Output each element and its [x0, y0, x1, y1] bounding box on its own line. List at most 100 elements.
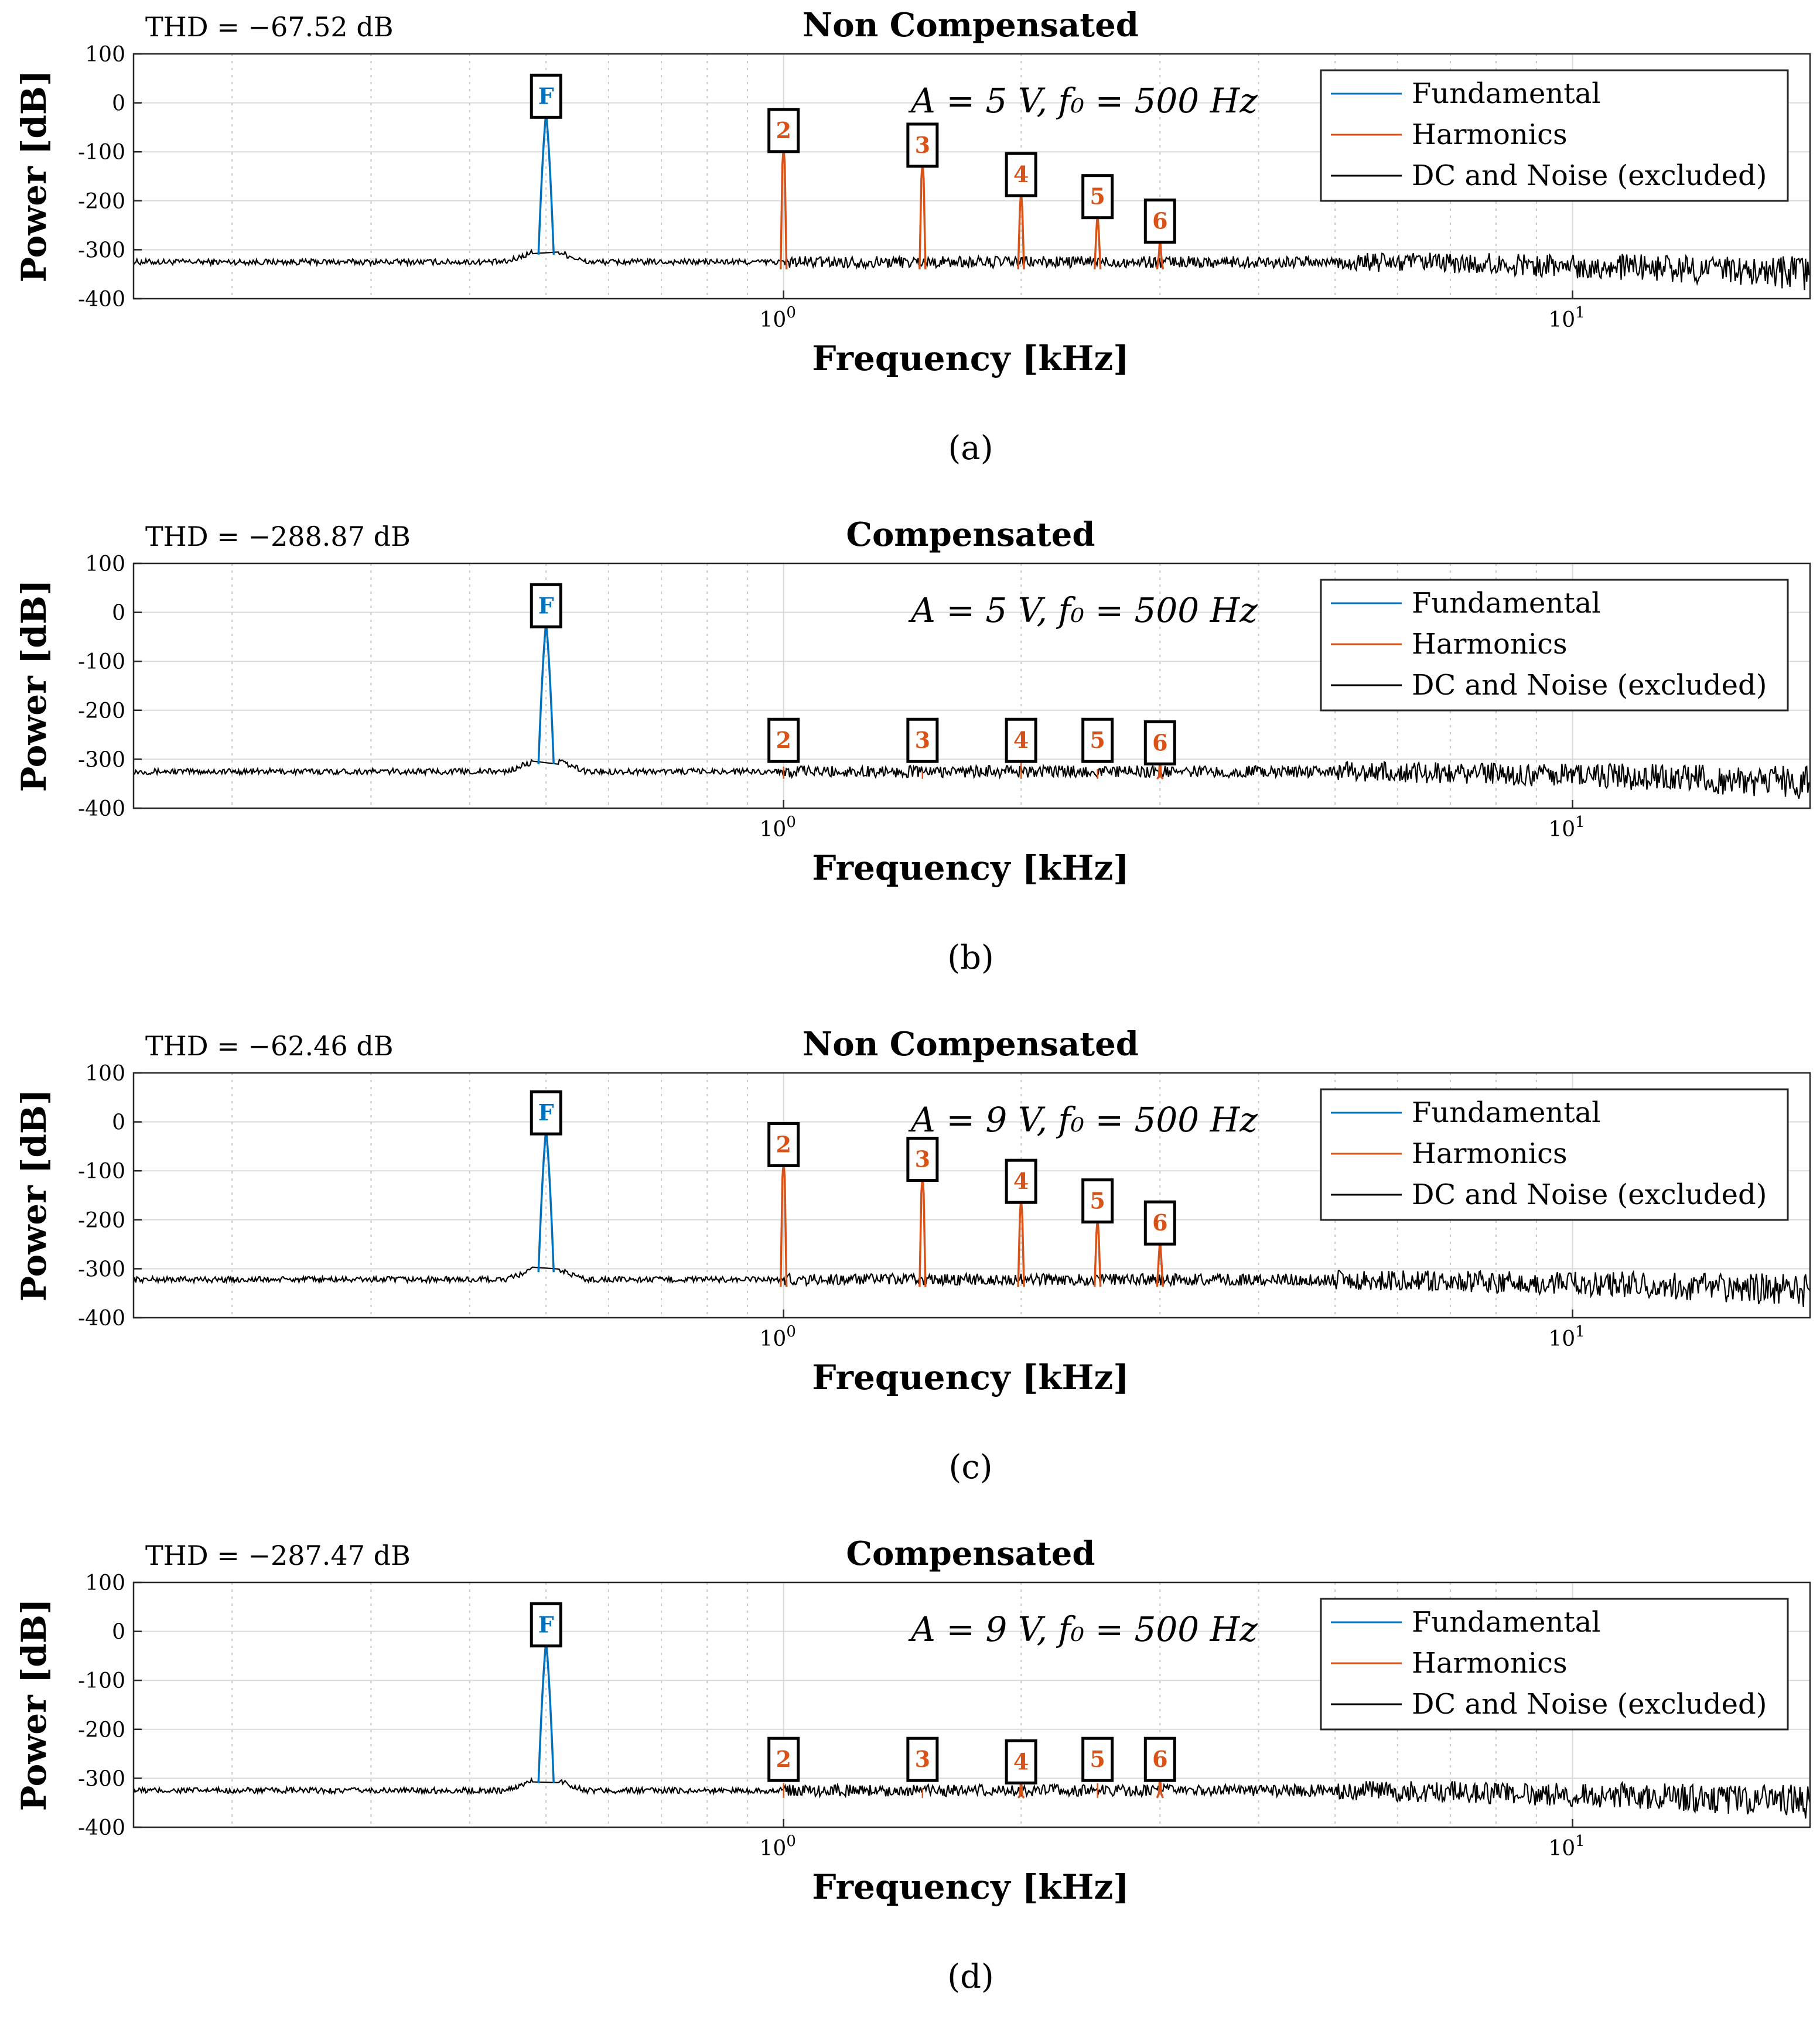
harmonic-6-box [1143, 1736, 1176, 1782]
panel-caption: (b) [947, 939, 994, 977]
x-axis-label: Frequency [kHz] [812, 1867, 1129, 1907]
thd-label: THD = −288.87 dB [145, 521, 411, 552]
x-axis-label: Frequency [kHz] [812, 848, 1129, 888]
y-tick-label: -300 [78, 1767, 125, 1791]
legend-entry: Harmonics [1412, 1137, 1568, 1170]
noise-trace [132, 1266, 1811, 1307]
y-tick-label: -100 [78, 1160, 125, 1184]
x-tick-base: 10 [760, 818, 787, 842]
axes-box [132, 53, 1811, 300]
y-axis-label: Power [dB] [14, 1089, 54, 1302]
legend-entry: DC and Noise (excluded) [1412, 669, 1767, 702]
harmonic-6-box [1143, 1200, 1176, 1246]
harmonic-3-box [906, 122, 939, 168]
fundamental-peak [537, 622, 555, 764]
y-axis-label: Power [dB] [14, 580, 54, 792]
x-tick-exp: 1 [1575, 1323, 1585, 1341]
signal-annotation: A = 9 V, f₀ = 500 Hz [908, 1609, 1258, 1649]
y-tick-label: 0 [112, 1111, 125, 1135]
panel-caption: (a) [948, 429, 993, 467]
harmonic-4-box [1005, 1739, 1037, 1784]
signal-annotation: A = 5 V, f₀ = 500 Hz [908, 81, 1258, 121]
panel-d: F 2 3 4 5 6 100 0 -100 -200 -300 -400 100 101 THD = −2… [0, 1529, 1820, 2038]
y-tick-label: -200 [78, 699, 125, 723]
harmonic-4-label: 4 [1013, 1748, 1029, 1775]
fundamental-peak [537, 112, 555, 255]
x-tick-label: 101 [1548, 304, 1585, 332]
panel-caption: (c) [948, 1448, 992, 1486]
harmonic-6-label: 6 [1152, 208, 1167, 234]
panel-c: F 2 3 4 5 6 100 0 -100 -200 -300 -400 100 101 THD = −6… [0, 1019, 1820, 1529]
thd-label: THD = −67.52 dB [145, 11, 394, 43]
harmonic-4-box [1005, 1158, 1037, 1204]
y-tick-label: -300 [78, 748, 125, 772]
harmonic-5-label: 5 [1090, 1188, 1105, 1214]
legend-entry: Harmonics [1412, 1647, 1568, 1680]
legend: Fundamental Harmonics DC and Noise (exclud… [1320, 579, 1789, 712]
harmonic-5-box [1081, 1178, 1114, 1224]
x-tick-base: 10 [1548, 1837, 1575, 1861]
fundamental-label: F [538, 1611, 554, 1637]
fundamental-box [530, 1090, 562, 1136]
legend-entry: Fundamental [1412, 1606, 1601, 1639]
x-tick-label: 100 [760, 813, 796, 842]
y-tick-label: 100 [85, 43, 125, 67]
y-tick-label: -300 [78, 1257, 125, 1281]
harmonic-3-box [906, 717, 939, 763]
x-tick-base: 10 [1548, 1327, 1575, 1351]
y-tick-label: 0 [112, 92, 125, 116]
y-tick-label: -400 [78, 288, 125, 312]
fundamental-label: F [538, 592, 554, 618]
harmonic-6-label: 6 [1152, 1746, 1167, 1772]
x-tick-label: 100 [760, 304, 796, 332]
fundamental-box [530, 583, 562, 628]
legend: Fundamental Harmonics DC and Noise (exclud… [1320, 1088, 1789, 1221]
x-tick-label: 101 [1548, 813, 1585, 842]
x-tick-base: 10 [760, 308, 787, 332]
harmonic-5-box [1081, 174, 1114, 220]
y-tick-label: -200 [78, 190, 125, 214]
legend-entry: DC and Noise (excluded) [1412, 1178, 1767, 1211]
harmonic-3-box [906, 1137, 939, 1182]
legend: Fundamental Harmonics DC and Noise (exclud… [1320, 69, 1789, 202]
harmonic-peak-3 [918, 1175, 927, 1287]
x-tick-label: 101 [1548, 1833, 1585, 1861]
x-tick-base: 10 [1548, 308, 1575, 332]
y-tick-label: -400 [78, 797, 125, 821]
y-tick-label: 100 [85, 552, 125, 576]
y-tick-label: -200 [78, 1718, 125, 1742]
x-tick-base: 10 [760, 1837, 787, 1861]
fundamental-label: F [538, 1099, 554, 1126]
y-tick-label: -200 [78, 1209, 125, 1233]
harmonic-4-box [1005, 152, 1037, 197]
x-axis-label: Frequency [kHz] [812, 1358, 1129, 1397]
harmonic-2-label: 2 [776, 1746, 791, 1772]
y-tick-label: -400 [78, 1307, 125, 1331]
harmonic-2-label: 2 [776, 727, 791, 753]
signal-annotation: A = 5 V, f₀ = 500 Hz [908, 590, 1258, 630]
harmonic-3-label: 3 [915, 727, 930, 753]
harmonic-3-box [906, 1736, 939, 1782]
harmonic-6-label: 6 [1152, 1209, 1167, 1236]
harmonic-peak-3 [918, 161, 927, 269]
harmonic-2-box [767, 108, 800, 153]
legend-entry: DC and Noise (excluded) [1412, 159, 1767, 192]
harmonic-4-label: 4 [1013, 727, 1029, 753]
y-axis-label: Power [dB] [14, 1599, 54, 1811]
fundamental-box [530, 1602, 562, 1647]
panel-b: F 2 3 4 5 6 100 0 -100 -200 -300 -400 100 101 THD = −2… [0, 510, 1820, 1019]
fundamental-box [530, 73, 562, 119]
signal-annotation: A = 9 V, f₀ = 500 Hz [908, 1100, 1258, 1140]
thd-label: THD = −62.46 dB [145, 1030, 394, 1062]
axes-box [132, 1072, 1811, 1319]
harmonic-5-box [1081, 717, 1114, 763]
harmonic-3-label: 3 [915, 1146, 930, 1172]
x-tick-exp: 1 [1575, 813, 1585, 831]
x-tick-exp: 0 [786, 1833, 796, 1850]
harmonic-5-label: 5 [1090, 727, 1105, 753]
noise-trace [133, 248, 1811, 290]
harmonic-6-label: 6 [1152, 729, 1167, 755]
y-tick-label: 100 [85, 1571, 125, 1595]
